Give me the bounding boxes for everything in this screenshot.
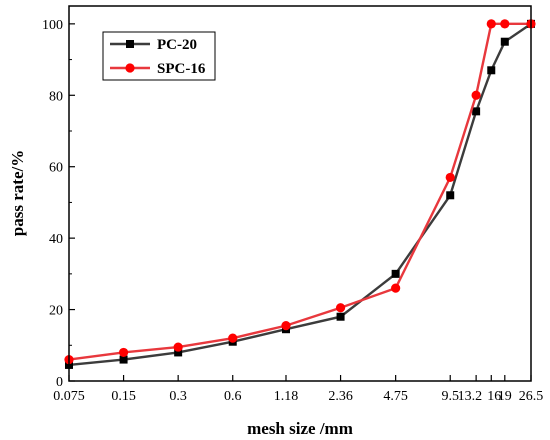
series-layer: [64, 19, 536, 369]
x-tick-label: 19: [498, 389, 512, 404]
data-point: [486, 19, 496, 29]
y-tick-label: 60: [49, 161, 63, 176]
series-line: [68, 22, 532, 367]
x-tick-label: 9.5: [441, 389, 459, 404]
x-tick-label: 13.2: [458, 389, 483, 404]
y-tick-label: 100: [42, 18, 63, 33]
data-point: [472, 107, 481, 116]
data-point: [391, 269, 400, 278]
data-point: [500, 37, 509, 46]
x-tick-label: 1.18: [274, 389, 299, 404]
data-point: [391, 283, 401, 293]
legend-label: SPC-16: [157, 61, 206, 77]
data-point: [471, 90, 481, 100]
y-axis-title: pass rate/%: [8, 150, 27, 236]
x-tick-label: 26.5: [519, 389, 544, 404]
data-point: [118, 347, 129, 358]
x-tick-label: 0.075: [53, 389, 85, 404]
data-point: [281, 321, 291, 331]
legend-marker: [126, 40, 134, 48]
legend: PC-20 SPC-16: [102, 31, 216, 81]
x-tick-label: 0.6: [224, 389, 242, 404]
x-axis-title: mesh size /mm: [247, 419, 353, 438]
y-tick-label: 40: [49, 232, 63, 247]
data-point: [335, 303, 346, 313]
x-tick-label: 4.75: [383, 389, 408, 404]
y-tick-label: 0: [56, 375, 63, 390]
data-point: [487, 66, 496, 75]
data-point: [445, 172, 455, 183]
data-point: [173, 342, 183, 352]
plot-frame: [68, 5, 532, 382]
legend-items: PC-20 SPC-16: [110, 37, 206, 77]
y-tick-label: 80: [49, 89, 63, 104]
legend-box: [102, 31, 216, 81]
data-point: [174, 348, 183, 357]
data-point: [119, 355, 128, 364]
data-point: [228, 333, 238, 343]
data-point: [500, 19, 510, 29]
y-tick-label: 20: [49, 304, 63, 319]
x-tick-label: 0.15: [111, 389, 136, 404]
x-tick-label: 2.36: [328, 389, 353, 404]
axis-layer: 0 20 40 60 80 100 0.075 0.15 0.3 0.6 1.18 2.36 4.75 9…: [42, 18, 543, 404]
legend-label: PC-20: [157, 37, 197, 53]
data-point: [446, 191, 455, 200]
x-tick-label: 0.3: [169, 389, 187, 404]
data-point: [336, 312, 345, 321]
legend-marker: [125, 63, 135, 73]
x-tick-label: 16: [487, 389, 501, 404]
